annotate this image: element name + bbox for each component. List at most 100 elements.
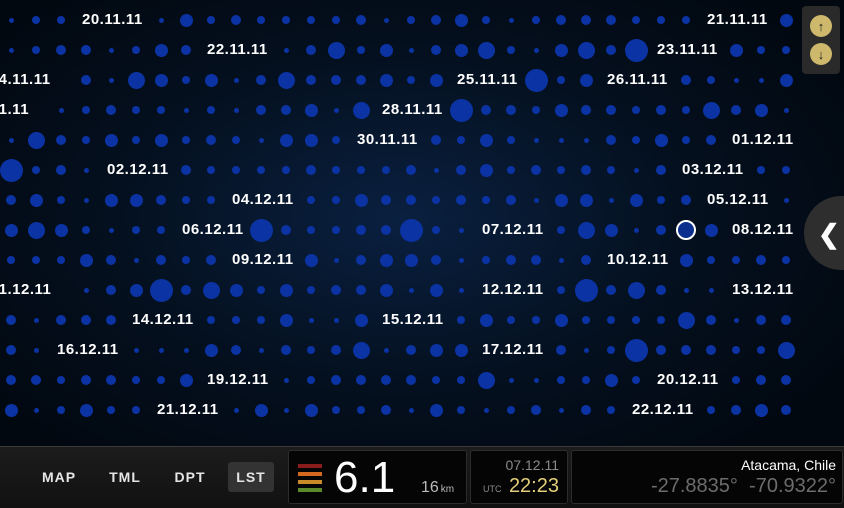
earthquake-marker[interactable] xyxy=(332,136,340,144)
earthquake-marker[interactable] xyxy=(581,255,591,265)
earthquake-marker[interactable] xyxy=(57,406,65,414)
earthquake-marker[interactable] xyxy=(449,98,473,122)
earthquake-marker[interactable] xyxy=(104,133,118,147)
earthquake-marker[interactable] xyxy=(731,105,741,115)
earthquake-marker[interactable] xyxy=(508,377,514,383)
earthquake-marker[interactable] xyxy=(732,346,740,354)
earthquake-marker[interactable] xyxy=(757,346,765,354)
earthquake-marker[interactable] xyxy=(574,278,598,302)
earthquake-marker[interactable] xyxy=(356,75,366,85)
earthquake-marker[interactable] xyxy=(307,376,315,384)
earthquake-marker[interactable] xyxy=(58,107,64,113)
earthquake-marker[interactable] xyxy=(606,105,616,115)
earthquake-marker[interactable] xyxy=(579,73,593,87)
earthquake-marker[interactable] xyxy=(258,347,264,353)
earthquake-marker[interactable] xyxy=(656,105,666,115)
earthquake-marker[interactable] xyxy=(81,75,91,85)
earthquake-marker[interactable] xyxy=(781,375,791,385)
earthquake-marker[interactable] xyxy=(458,257,464,263)
earthquake-marker[interactable] xyxy=(306,45,316,55)
earthquake-marker[interactable] xyxy=(333,107,339,113)
earthquake-marker[interactable] xyxy=(606,15,616,25)
earthquake-marker[interactable] xyxy=(506,195,516,205)
earthquake-marker[interactable] xyxy=(304,403,318,417)
earthquake-marker[interactable] xyxy=(83,167,89,173)
earthquake-marker[interactable] xyxy=(331,285,341,295)
earthquake-marker[interactable] xyxy=(708,287,714,293)
earthquake-marker[interactable] xyxy=(206,135,216,145)
earthquake-marker[interactable] xyxy=(533,47,539,53)
earthquake-marker[interactable] xyxy=(606,285,616,295)
earthquake-marker[interactable] xyxy=(32,46,40,54)
earthquake-marker[interactable] xyxy=(256,105,266,115)
earthquake-marker[interactable] xyxy=(458,227,464,233)
earthquake-marker[interactable] xyxy=(507,136,515,144)
earthquake-marker[interactable] xyxy=(457,316,465,324)
earthquake-marker[interactable] xyxy=(156,195,166,205)
earthquake-marker[interactable] xyxy=(507,406,515,414)
earthquake-marker[interactable] xyxy=(33,317,39,323)
earthquake-marker[interactable] xyxy=(56,135,66,145)
earthquake-marker[interactable] xyxy=(354,313,368,327)
earthquake-marker[interactable] xyxy=(231,345,241,355)
earthquake-marker[interactable] xyxy=(533,377,539,383)
earthquake-marker[interactable] xyxy=(29,193,43,207)
earthquake-marker[interactable] xyxy=(456,195,466,205)
earthquake-marker[interactable] xyxy=(106,105,116,115)
earthquake-marker[interactable] xyxy=(108,77,114,83)
earthquake-marker[interactable] xyxy=(707,76,715,84)
earthquake-marker[interactable] xyxy=(231,15,241,25)
earthquake-marker[interactable] xyxy=(632,16,640,24)
earthquake-marker[interactable] xyxy=(281,105,291,115)
earthquake-marker[interactable] xyxy=(558,257,564,263)
earthquake-marker[interactable] xyxy=(54,223,68,237)
earthquake-marker[interactable] xyxy=(532,316,540,324)
earthquake-marker[interactable] xyxy=(158,17,164,23)
earthquake-marker[interactable] xyxy=(557,166,565,174)
earthquake-marker[interactable] xyxy=(431,15,441,25)
earthquake-marker[interactable] xyxy=(307,16,315,24)
scroll-up-icon[interactable]: ↑ xyxy=(810,15,832,37)
earthquake-marker[interactable] xyxy=(624,38,648,62)
earthquake-marker[interactable] xyxy=(479,163,493,177)
earthquake-marker[interactable] xyxy=(457,406,465,414)
earthquake-marker[interactable] xyxy=(681,75,691,85)
earthquake-marker[interactable] xyxy=(632,376,640,384)
earthquake-marker[interactable] xyxy=(304,133,318,147)
earthquake-marker[interactable] xyxy=(454,13,468,27)
earthquake-marker[interactable] xyxy=(281,345,291,355)
earthquake-marker[interactable] xyxy=(331,375,341,385)
earthquake-marker[interactable] xyxy=(581,15,591,25)
earthquake-marker[interactable] xyxy=(729,43,743,57)
earthquake-marker[interactable] xyxy=(682,16,690,24)
earthquake-marker[interactable] xyxy=(383,17,389,23)
earthquake-marker[interactable] xyxy=(332,196,340,204)
earthquake-marker[interactable] xyxy=(249,218,273,242)
earthquake-marker[interactable] xyxy=(79,253,93,267)
earthquake-marker[interactable] xyxy=(777,341,795,359)
selected-earthquake-marker[interactable] xyxy=(676,220,696,240)
earthquake-marker[interactable] xyxy=(733,77,739,83)
earthquake-marker[interactable] xyxy=(83,287,89,293)
earthquake-marker[interactable] xyxy=(356,15,366,25)
earthquake-marker[interactable] xyxy=(181,45,191,55)
earthquake-marker[interactable] xyxy=(782,46,790,54)
earthquake-marker[interactable] xyxy=(707,256,715,264)
earthquake-marker[interactable] xyxy=(6,375,16,385)
earthquake-marker[interactable] xyxy=(357,406,365,414)
earthquake-marker[interactable] xyxy=(31,375,41,385)
earthquake-marker[interactable] xyxy=(433,167,439,173)
earthquake-marker[interactable] xyxy=(429,403,443,417)
earthquake-marker[interactable] xyxy=(279,313,293,327)
earthquake-marker[interactable] xyxy=(581,405,591,415)
earthquake-marker[interactable] xyxy=(408,287,414,293)
earthquake-marker[interactable] xyxy=(554,43,568,57)
earthquake-marker[interactable] xyxy=(256,75,266,85)
earthquake-marker[interactable] xyxy=(557,376,565,384)
earthquake-marker[interactable] xyxy=(232,166,240,174)
earthquake-marker[interactable] xyxy=(229,283,243,297)
earthquake-marker[interactable] xyxy=(279,283,293,297)
earthquake-marker[interactable] xyxy=(483,407,489,413)
earthquake-marker[interactable] xyxy=(132,406,140,414)
earthquake-marker[interactable] xyxy=(32,256,40,264)
